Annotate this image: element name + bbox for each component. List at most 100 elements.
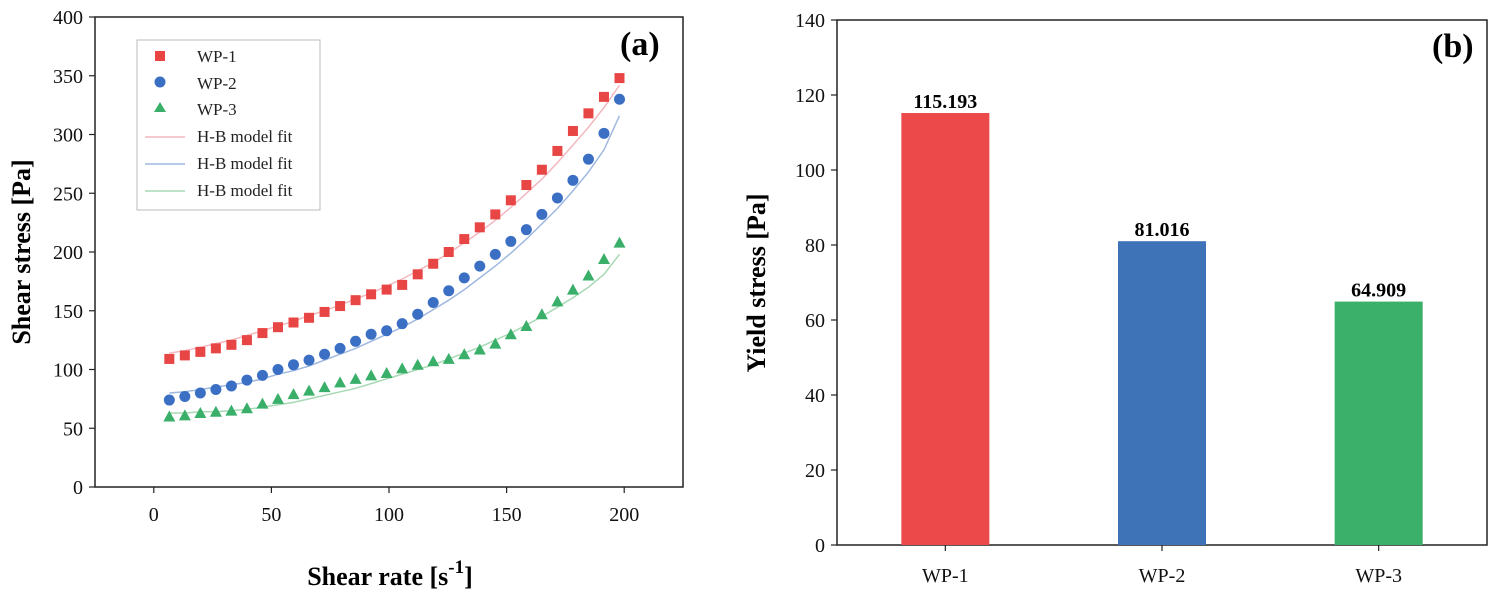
y-tick-label: 0 xyxy=(815,535,825,557)
y-tick-label: 60 xyxy=(805,310,825,332)
data-point-wp-1 xyxy=(366,289,377,300)
data-point-wp-1 xyxy=(195,346,206,357)
data-point-wp-1 xyxy=(304,312,315,323)
data-point-wp-1 xyxy=(428,258,439,269)
data-point-wp-3 xyxy=(287,388,300,400)
panel-b-bars: 115.193 81.016 64.909 xyxy=(901,91,1423,546)
data-point-wp-2 xyxy=(381,325,393,337)
data-point-wp-2 xyxy=(458,272,470,284)
bar-wp-3 xyxy=(1334,301,1423,545)
data-point-wp-3 xyxy=(582,269,595,281)
data-point-wp-1 xyxy=(490,209,501,220)
category-label-wp-2: WP-2 xyxy=(1139,565,1186,587)
data-point-wp-2 xyxy=(613,93,625,105)
y-tick-label: 120 xyxy=(795,85,825,107)
data-point-wp-2 xyxy=(536,208,548,220)
bar-value-label-wp-1: 115.193 xyxy=(913,91,977,113)
x-axis-title-main: Shear rate [s xyxy=(307,562,448,591)
data-point-wp-2 xyxy=(350,335,362,347)
data-point-wp-2 xyxy=(551,192,563,204)
y-tick-label: 250 xyxy=(53,183,83,205)
data-point-wp-2 xyxy=(520,224,532,236)
data-point-wp-1 xyxy=(226,339,237,350)
data-point-wp-3 xyxy=(209,405,222,417)
panel-a-x-ticks: 0 50 100 150 200 xyxy=(149,487,639,526)
panel-a-x-axis-title: Shear rate [s-1] xyxy=(307,557,473,591)
panel-a-shear-stress-chart: 0 50 100 150 200 250 300 350 400 0 50 100 150 200 (a… xyxy=(7,7,684,591)
data-point-wp-3 xyxy=(380,367,393,379)
data-point-wp-1 xyxy=(397,279,408,290)
data-point-wp-3 xyxy=(535,308,548,320)
y-tick-label: 50 xyxy=(63,418,83,440)
data-point-wp-2 xyxy=(598,127,610,139)
data-point-wp-2 xyxy=(210,383,222,395)
legend-marker-wp3 xyxy=(154,102,166,112)
bar-value-label-wp-2: 81.016 xyxy=(1135,219,1190,241)
x-axis-title-end: ] xyxy=(464,562,473,591)
data-point-wp-3 xyxy=(473,343,486,355)
data-point-wp-2 xyxy=(427,297,439,309)
data-point-wp-1 xyxy=(179,350,190,361)
y-tick-label: 350 xyxy=(53,66,83,88)
data-point-wp-1 xyxy=(552,145,563,156)
data-point-wp-1 xyxy=(536,164,547,175)
legend-label-wp1: WP-1 xyxy=(197,47,237,66)
data-point-wp-1 xyxy=(381,284,392,295)
data-point-wp-3 xyxy=(396,362,409,374)
data-point-wp-1 xyxy=(443,247,454,257)
data-point-wp-2 xyxy=(396,318,408,330)
data-point-wp-3 xyxy=(411,358,424,370)
y-tick-label: 40 xyxy=(805,385,825,407)
legend-marker-wp2 xyxy=(154,76,166,88)
panel-a-y-axis-title: Shear stress [Pa] xyxy=(7,159,36,344)
legend-label-fit1: H-B model fit xyxy=(197,127,293,146)
data-point-wp-1 xyxy=(459,234,470,245)
panel-a-legend: WP-1 WP-2 WP-3 H-B model fit H-B model f… xyxy=(136,39,321,211)
bar-wp-2 xyxy=(1118,241,1206,545)
bar-value-label-wp-3: 64.909 xyxy=(1351,280,1406,302)
data-point-wp-2 xyxy=(489,248,501,260)
data-point-wp-3 xyxy=(551,295,564,307)
data-point-wp-3 xyxy=(271,392,284,404)
legend-label-fit3: H-B model fit xyxy=(197,181,293,200)
data-point-wp-2 xyxy=(288,359,300,371)
data-point-wp-2 xyxy=(303,354,315,366)
data-point-wp-2 xyxy=(412,308,424,320)
legend-label-wp3: WP-3 xyxy=(197,100,237,119)
data-point-wp-3 xyxy=(458,348,471,360)
data-point-wp-3 xyxy=(504,328,517,340)
data-point-wp-1 xyxy=(505,195,516,206)
data-point-wp-3 xyxy=(365,369,378,381)
data-point-wp-1 xyxy=(257,328,268,339)
data-point-wp-3 xyxy=(303,384,316,396)
data-point-wp-3 xyxy=(194,406,207,418)
data-point-wp-2 xyxy=(194,387,206,399)
bar-wp-1 xyxy=(901,113,990,546)
data-point-wp-3 xyxy=(334,376,347,388)
data-point-wp-2 xyxy=(241,374,253,386)
y-tick-label: 400 xyxy=(53,7,83,29)
data-point-wp-3 xyxy=(427,355,440,367)
x-tick-label: 50 xyxy=(261,504,281,526)
y-tick-label: 20 xyxy=(805,460,825,482)
data-point-wp-2 xyxy=(334,342,346,354)
data-point-wp-3 xyxy=(489,337,502,349)
data-point-wp-1 xyxy=(288,317,299,328)
panel-a-y-ticks: 0 50 100 150 200 250 300 350 400 xyxy=(53,7,95,499)
y-tick-label: 100 xyxy=(795,160,825,182)
data-point-wp-3 xyxy=(225,404,238,416)
data-point-wp-2 xyxy=(179,391,191,403)
category-label-wp-3: WP-3 xyxy=(1355,565,1402,587)
panel-b-category-labels: WP-1 WP-2 WP-3 xyxy=(922,545,1402,587)
y-tick-label: 0 xyxy=(73,477,83,499)
data-point-wp-2 xyxy=(163,394,175,406)
data-point-wp-1 xyxy=(350,295,361,306)
data-point-wp-1 xyxy=(319,306,330,317)
data-point-wp-2 xyxy=(505,235,517,247)
y-tick-label: 200 xyxy=(53,242,83,264)
data-point-wp-2 xyxy=(567,174,579,186)
fit-curve-3 xyxy=(169,253,621,414)
data-point-wp-2 xyxy=(319,348,331,360)
data-point-wp-1 xyxy=(164,353,175,364)
